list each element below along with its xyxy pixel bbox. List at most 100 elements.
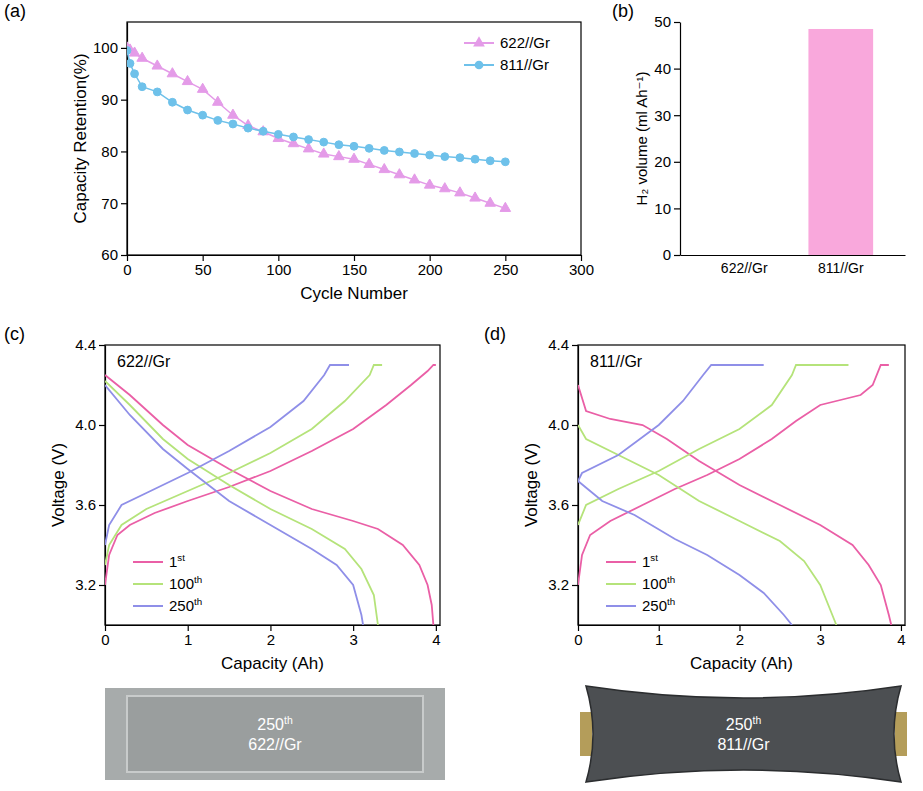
legend-item: 622//Gr [464,34,550,51]
discharge-curve [578,385,891,625]
axis: 622//Gr 811//Gr [681,255,906,276]
point [152,60,163,69]
legend-marker [475,61,484,70]
discharge-curve [578,481,792,625]
tick-label: 4.4 [75,336,96,353]
point [258,126,269,135]
tick: 811//Gr [818,255,864,276]
discharge-curve [105,385,363,625]
legend-item: 1st [133,552,185,570]
panel-letter: (c) [4,324,25,344]
panel: 012343.23.64.04.4811//Gr1st100th250th(d)… [484,324,906,673]
point [394,169,405,178]
point [303,143,314,152]
tick-label: 4.0 [548,416,569,433]
point [167,68,178,77]
cell-photo: 250th622//Gr [105,688,445,780]
panel: 05010015020025030060708090100622//Gr811/… [4,1,594,303]
axis: 01234 [574,625,905,648]
tick-label: 4 [432,631,440,648]
tick: 70 [101,195,127,212]
tick-label: 622//Gr [721,260,768,276]
plot-frame [578,345,905,625]
tick: 3.6 [75,496,105,513]
charge-curve [578,365,889,585]
point [229,120,237,128]
photo-caption: 811//Gr [717,736,770,753]
tick: 100 [93,39,127,56]
y-axis-title: Capacity Retention(%) [71,53,90,223]
tick: 1 [184,625,192,648]
point [213,96,224,105]
axis: 3.23.64.04.4 [75,336,105,625]
tick: 2 [736,625,744,648]
tick-mark [572,425,578,426]
tick: 90 [101,91,127,108]
tick: 3 [349,625,357,648]
pouch-cell-body [127,696,423,772]
legend-label: 811//Gr [500,56,549,73]
tick-label: 40 [654,60,671,77]
tick: 200 [418,255,443,278]
tick: 0 [663,246,680,263]
point [441,153,449,161]
point [411,150,419,158]
point [290,133,298,141]
legend-item: 811//Gr [464,56,549,73]
point [318,148,329,157]
legend-marker [473,36,485,46]
tick-mark [121,203,127,204]
tick-label: 50 [195,261,212,278]
tick-mark [572,585,578,586]
tick-label: 3.2 [548,576,569,593]
bar [808,29,873,255]
tick: 250 [493,255,518,278]
tick-label: 100 [266,261,291,278]
tick-label: 90 [101,91,118,108]
x-axis-title: Capacity (Ah) [221,654,324,673]
legend-item: 100th [606,574,675,592]
legend-swatch [606,561,636,563]
legend: 622//Gr 811//Gr [464,34,550,73]
tick: 4 [432,625,440,648]
x-axis-title: Capacity (Ah) [690,654,793,673]
legend-swatch [133,605,163,607]
point [197,83,208,92]
point [349,153,360,162]
tick-label: 50 [654,13,671,30]
axis: 3.23.64.04.4 [548,336,578,625]
point [131,70,139,78]
legend: 1st100th250th [606,552,675,614]
point [409,174,420,183]
tick: 3.2 [548,576,578,593]
discharge-curve [105,375,433,625]
tick: 4.4 [75,336,105,353]
charge-curve [105,365,349,545]
tick-label: 2 [267,631,275,648]
tick-label: 3 [349,631,357,648]
cell-photo: 250th811//Gr [580,686,907,782]
tick: 300 [569,255,594,278]
tick-mark [674,208,680,209]
tick-mark [99,425,105,426]
figure: 05010015020025030060708090100622//Gr811/… [0,0,923,791]
tick: 60 [101,246,127,263]
tick: 622//Gr [721,255,768,276]
tick-label: 1 [655,631,663,648]
tick-mark [674,22,680,23]
point [320,138,328,146]
legend-item: 100th [133,574,202,592]
point [137,52,148,61]
point [501,158,509,166]
tick: 1 [655,625,663,648]
charge-curve [578,365,848,525]
tick-label: 2 [736,631,744,648]
tick-mark [121,100,127,101]
tick-mark [572,345,578,346]
point [500,202,511,211]
tick-label: 30 [654,107,671,124]
tick: 80 [101,143,127,160]
legend-swatch [133,561,163,563]
plot-area [808,29,873,255]
legend-swatch [133,583,163,585]
